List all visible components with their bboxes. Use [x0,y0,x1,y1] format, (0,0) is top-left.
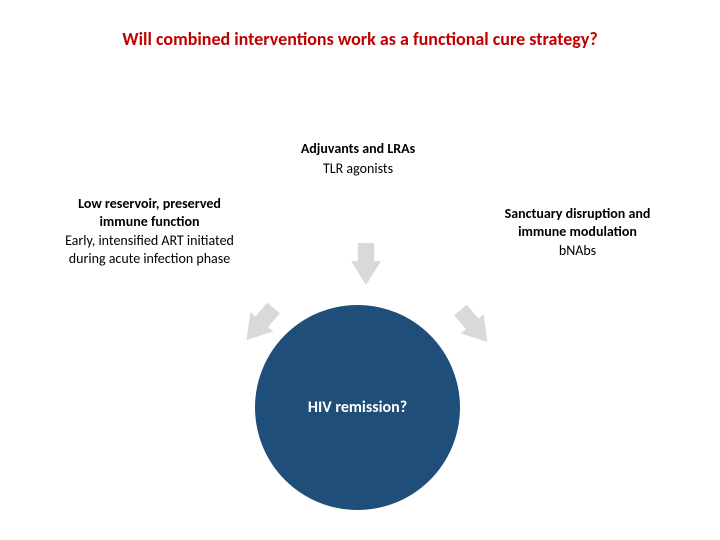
node-right-bold: Sanctuary disruption and immune modulati… [500,205,655,240]
remission-label: HIV remission? [308,398,407,417]
arrow-right [442,293,506,359]
node-right: Sanctuary disruption and immune modulati… [500,205,655,260]
node-top-bold: Adjuvants and LRAs [288,140,428,158]
arrow-top [346,238,386,290]
node-left-bold: Low reservoir, preserved immune function [62,195,237,230]
node-top: Adjuvants and LRAs TLR agonists [288,140,428,177]
node-right-sub: bNAbs [500,242,655,260]
node-left-sub: Early, intensified ART initiated during … [62,232,237,267]
node-left: Low reservoir, preserved immune function… [62,195,237,267]
node-top-sub: TLR agonists [288,160,428,178]
page-title: Will combined interventions work as a fu… [0,28,720,50]
remission-circle: HIV remission? [255,305,460,510]
